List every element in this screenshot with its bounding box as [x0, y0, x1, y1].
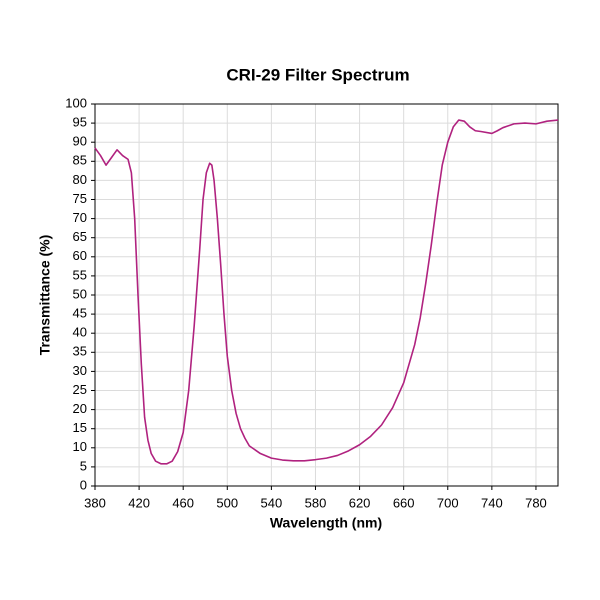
x-tick-label: 660 [393, 495, 415, 510]
y-tick-label: 75 [73, 191, 87, 206]
y-tick-label: 50 [73, 286, 87, 301]
y-tick-label: 80 [73, 172, 87, 187]
y-tick-label: 20 [73, 401, 87, 416]
x-tick-label: 580 [305, 495, 327, 510]
y-tick-label: 40 [73, 325, 87, 340]
chart-title: CRI-29 Filter Spectrum [226, 65, 409, 84]
x-tick-label: 540 [261, 495, 283, 510]
x-tick-label: 380 [84, 495, 106, 510]
x-tick-label: 700 [437, 495, 459, 510]
x-axis-label: Wavelength (nm) [270, 515, 382, 531]
y-tick-label: 15 [73, 420, 87, 435]
y-tick-label: 85 [73, 153, 87, 168]
y-tick-label: 35 [73, 344, 87, 359]
x-tick-label: 740 [481, 495, 503, 510]
y-tick-label: 95 [73, 115, 87, 130]
y-tick-label: 90 [73, 134, 87, 149]
x-tick-label: 780 [525, 495, 547, 510]
y-tick-label: 10 [73, 439, 87, 454]
x-tick-label: 620 [349, 495, 371, 510]
plot-frame [94, 103, 559, 487]
line-series [94, 119, 559, 465]
y-tick-label: 25 [73, 382, 87, 397]
y-tick-label: 45 [73, 306, 87, 321]
y-tick-label: 30 [73, 363, 87, 378]
y-tick-label: 60 [73, 248, 87, 263]
y-axis-label: Transmittance (%) [37, 235, 53, 356]
x-tick-label: 500 [216, 495, 238, 510]
x-tick-label: 420 [128, 495, 150, 510]
y-tick-label: 55 [73, 267, 87, 282]
y-tick-label: 100 [65, 95, 87, 110]
x-tick-label: 460 [172, 495, 194, 510]
y-tick-label: 65 [73, 229, 87, 244]
y-tick-label: 5 [80, 458, 87, 473]
y-tick-label: 0 [80, 477, 87, 492]
y-tick-label: 70 [73, 210, 87, 225]
